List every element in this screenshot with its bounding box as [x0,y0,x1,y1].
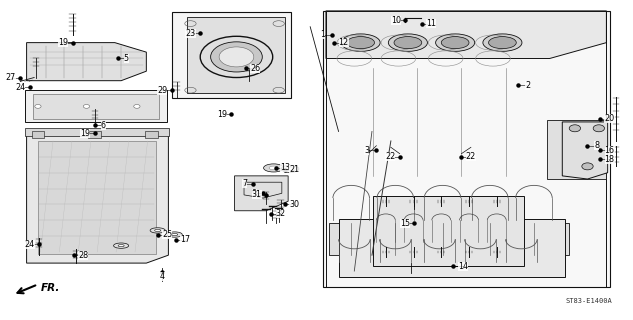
Text: 6: 6 [101,121,106,130]
Text: 22: 22 [385,152,396,161]
Bar [373,196,525,266]
Text: FR.: FR. [41,284,60,293]
Bar [25,128,169,136]
Ellipse shape [35,105,41,108]
Ellipse shape [388,34,427,51]
Text: 7: 7 [242,179,248,188]
Bar [89,132,101,138]
Text: 21: 21 [289,165,299,174]
Ellipse shape [347,36,375,49]
Text: 18: 18 [605,155,615,164]
Bar [187,17,285,93]
Text: 22: 22 [466,152,476,161]
Ellipse shape [263,164,284,172]
Text: 19: 19 [80,129,91,138]
Text: 24: 24 [15,83,25,92]
Ellipse shape [113,243,128,248]
Ellipse shape [489,36,517,49]
Text: 32: 32 [275,209,285,219]
Text: 4: 4 [160,272,165,281]
Text: 27: 27 [6,73,16,82]
Polygon shape [27,132,168,263]
Text: 11: 11 [426,19,436,28]
Bar [546,120,606,179]
Text: 3: 3 [365,146,370,155]
Bar [25,90,167,122]
Text: 10: 10 [391,16,401,25]
Text: 9: 9 [251,189,256,198]
Ellipse shape [483,34,522,51]
Bar [145,132,158,138]
Ellipse shape [569,125,580,132]
Ellipse shape [219,47,254,67]
Ellipse shape [286,167,294,171]
Ellipse shape [269,166,278,170]
Text: 28: 28 [78,251,89,260]
Text: 8: 8 [594,141,599,150]
Bar [32,132,44,138]
Polygon shape [27,43,146,81]
Ellipse shape [441,36,469,49]
Text: 29: 29 [157,86,167,95]
Text: 20: 20 [605,114,615,123]
Text: 5: 5 [123,54,128,63]
Text: 23: 23 [185,28,196,38]
Ellipse shape [281,165,299,172]
Ellipse shape [150,228,165,233]
Text: ST83-E1400A: ST83-E1400A [566,298,613,304]
Polygon shape [235,176,288,211]
Ellipse shape [118,244,124,247]
Bar [33,94,159,119]
Text: 1: 1 [320,30,325,39]
Bar [38,141,156,253]
Text: 31: 31 [252,190,261,199]
Ellipse shape [134,105,140,108]
Ellipse shape [167,232,182,237]
Bar [172,12,291,98]
Text: 24: 24 [25,240,35,249]
Text: 16: 16 [605,146,615,155]
Polygon shape [326,11,606,59]
Text: 17: 17 [180,236,191,244]
Bar [339,219,565,277]
Text: 13: 13 [280,164,290,172]
Text: 14: 14 [458,262,468,271]
Text: 12: 12 [339,38,349,47]
Text: 2: 2 [525,81,530,90]
Ellipse shape [593,125,605,132]
Ellipse shape [582,163,593,170]
Text: 19: 19 [217,109,227,118]
Text: 30: 30 [289,200,299,209]
Polygon shape [562,122,608,179]
Text: 15: 15 [399,219,410,228]
Polygon shape [244,182,282,198]
Ellipse shape [341,34,380,51]
Ellipse shape [172,234,178,236]
Ellipse shape [436,34,475,51]
Bar [326,11,606,287]
Ellipse shape [154,229,161,231]
Text: 26: 26 [250,63,260,73]
Text: 25: 25 [162,230,172,239]
Bar [329,223,568,255]
Ellipse shape [84,105,90,108]
Text: 19: 19 [58,38,68,47]
Ellipse shape [394,36,422,49]
Polygon shape [323,11,610,287]
Ellipse shape [211,42,262,72]
